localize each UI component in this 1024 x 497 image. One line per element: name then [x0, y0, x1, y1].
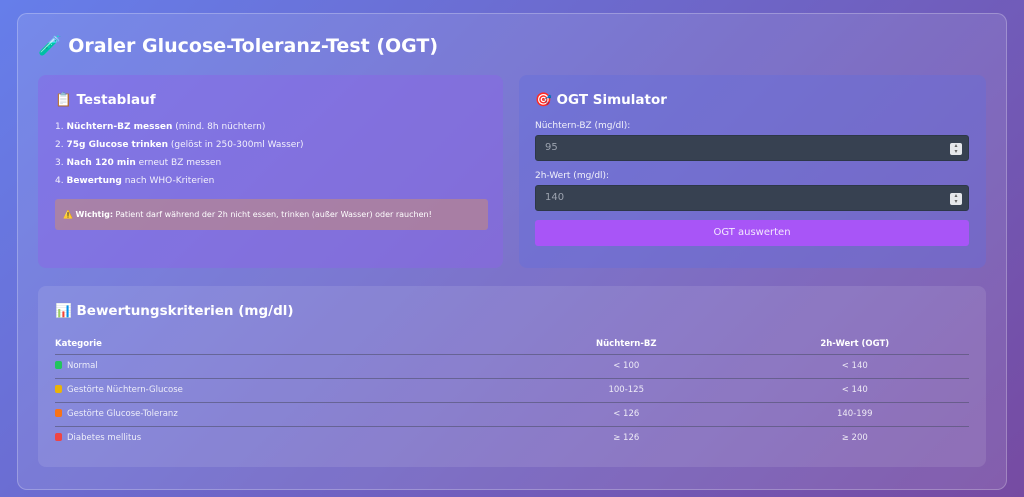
header-fasting: Nüchtern-BZ — [512, 334, 741, 355]
step-number: 2. — [55, 140, 64, 150]
step-text: erneut BZ messen — [135, 158, 222, 168]
fasting-value: 95 — [545, 142, 558, 153]
status-dot-icon — [55, 409, 62, 417]
page-title: 🧪 Oraler Glucose-Toleranz-Test (OGT) — [38, 35, 439, 57]
evaluate-button[interactable]: OGT auswerten — [535, 220, 969, 246]
fasting-cell: < 100 — [512, 354, 741, 379]
twohour-input[interactable]: 140 ▴ ▾ — [535, 185, 969, 211]
step-bold: Nach 120 min — [66, 158, 136, 168]
criteria-title: 📊 Bewertungskriterien (mg/dl) — [55, 303, 294, 319]
simulator-title: 🎯 OGT Simulator — [535, 92, 667, 108]
warning-icon: ⚠️ — [63, 210, 73, 219]
step-bold: Bewertung — [66, 176, 122, 186]
status-dot-icon — [55, 385, 62, 393]
criteria-panel: 📊 Bewertungskriterien (mg/dl) Kategorie … — [38, 286, 986, 467]
steps-list: 1. Nüchtern-BZ messen (mind. 8h nüchtern… — [55, 121, 304, 193]
warning-box: ⚠️ Wichtig: Patient darf während der 2h … — [55, 199, 488, 230]
header-category: Kategorie — [55, 334, 512, 355]
step-item: 3. Nach 120 min erneut BZ messen — [55, 157, 304, 175]
table-row: Diabetes mellitus ≥ 126 ≥ 200 — [55, 426, 969, 450]
fasting-input[interactable]: 95 ▴ ▾ — [535, 135, 969, 161]
category-cell: Diabetes mellitus — [55, 426, 512, 450]
status-dot-icon — [55, 361, 62, 369]
step-number: 4. — [55, 176, 64, 186]
table-row: Normal < 100 < 140 — [55, 354, 969, 379]
step-bold: Nüchtern-BZ messen — [66, 122, 173, 132]
table-row: Gestörte Nüchtern-Glucose 100-125 < 140 — [55, 378, 969, 403]
step-text: (gelöst in 250-300ml Wasser) — [168, 140, 304, 150]
step-item: 4. Bewertung nach WHO-Kriterien — [55, 175, 304, 193]
spinner-icon[interactable]: ▴ ▾ — [950, 193, 962, 205]
spinner-icon[interactable]: ▴ ▾ — [950, 143, 962, 155]
warning-text: Patient darf während der 2h nicht essen,… — [113, 210, 432, 219]
category-cell: Normal — [55, 354, 512, 379]
fasting-label: Nüchtern-BZ (mg/dl): — [535, 121, 631, 131]
step-number: 3. — [55, 158, 64, 168]
simulator-panel: 🎯 OGT Simulator Nüchtern-BZ (mg/dl): 95 ▴… — [519, 75, 986, 268]
twohour-cell: ≥ 200 — [841, 433, 868, 444]
step-number: 1. — [55, 122, 64, 132]
test-procedure-title: 📋 Testablauf — [55, 92, 156, 108]
category-label: Gestörte Glucose-Toleranz — [67, 409, 178, 419]
test-procedure-panel: 📋 Testablauf 1. Nüchtern-BZ messen (mind… — [38, 75, 503, 268]
warning-label: Wichtig: — [75, 210, 114, 219]
fasting-cell: ≥ 126 — [613, 433, 640, 444]
step-bold: 75g Glucose trinken — [66, 140, 169, 150]
step-item: 1. Nüchtern-BZ messen (mind. 8h nüchtern… — [55, 121, 304, 139]
fasting-cell: < 126 — [512, 402, 741, 427]
criteria-table: Kategorie Nüchtern-BZ 2h-Wert (OGT) Norm… — [55, 334, 969, 450]
header-twohour: 2h-Wert (OGT) — [740, 334, 969, 355]
category-cell: Gestörte Nüchtern-Glucose — [55, 378, 512, 403]
status-dot-icon — [55, 433, 62, 442]
twohour-cell: 140-199 — [740, 402, 969, 427]
category-label: Normal — [67, 361, 98, 371]
step-text: (mind. 8h nüchtern) — [172, 122, 266, 132]
twohour-label: 2h-Wert (mg/dl): — [535, 171, 610, 181]
twohour-cell: < 140 — [740, 354, 969, 379]
twohour-cell: < 140 — [740, 378, 969, 403]
category-label: Gestörte Nüchtern-Glucose — [67, 385, 183, 395]
step-text: nach WHO-Kriterien — [121, 176, 215, 186]
step-item: 2. 75g Glucose trinken (gelöst in 250-30… — [55, 139, 304, 157]
fasting-cell: 100-125 — [512, 378, 741, 403]
category-cell: Gestörte Glucose-Toleranz — [55, 402, 512, 427]
table-row: Gestörte Glucose-Toleranz < 126 140-199 — [55, 402, 969, 427]
twohour-value: 140 — [545, 192, 565, 203]
category-label: Diabetes mellitus — [67, 433, 142, 444]
